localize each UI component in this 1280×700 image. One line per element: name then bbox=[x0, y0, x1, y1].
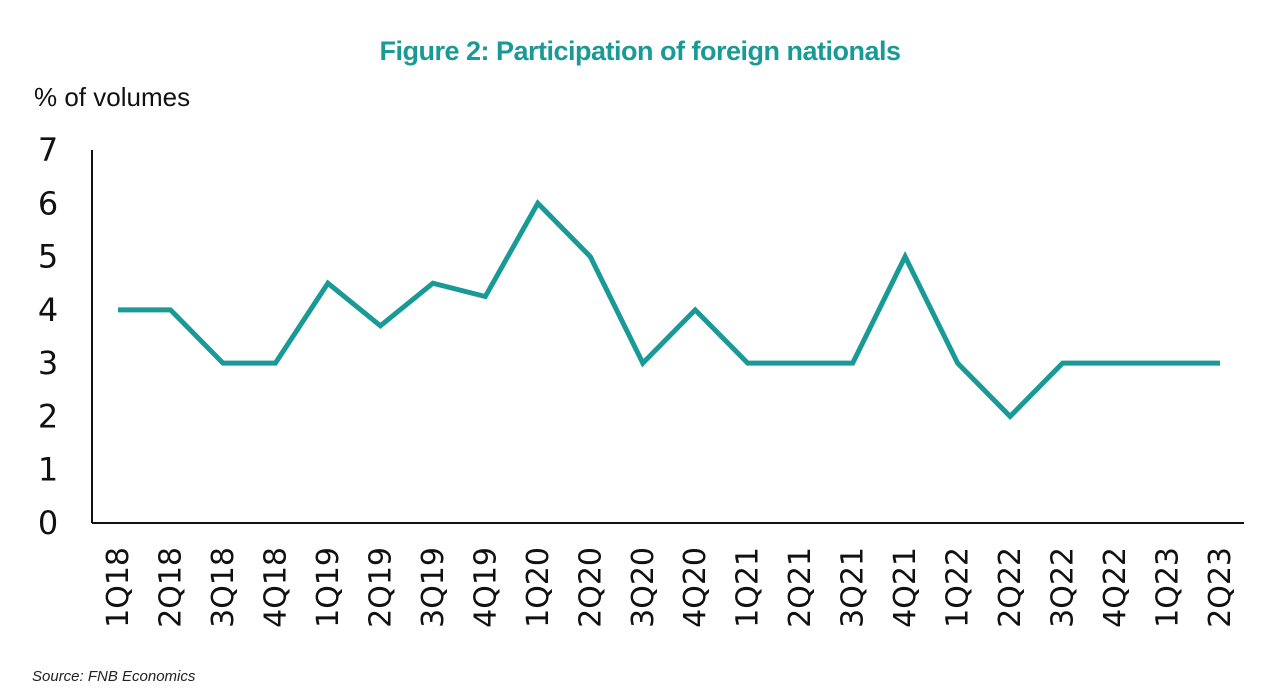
x-tick-label: 2Q19 bbox=[363, 547, 398, 628]
y-tick-label: 4 bbox=[38, 291, 58, 329]
x-tick-label: 3Q22 bbox=[1046, 547, 1081, 628]
x-tick-label: 4Q18 bbox=[258, 547, 293, 628]
x-tick-label: 4Q22 bbox=[1098, 547, 1133, 628]
x-tick-label: 3Q20 bbox=[626, 547, 661, 628]
x-tick-label: 3Q19 bbox=[416, 547, 451, 628]
x-tick-label: 1Q21 bbox=[731, 547, 766, 628]
y-tick-label: 6 bbox=[38, 184, 58, 222]
x-tick-label: 1Q23 bbox=[1151, 547, 1186, 628]
x-tick-label: 1Q22 bbox=[941, 547, 976, 628]
x-tick-label: 2Q21 bbox=[783, 547, 818, 628]
x-tick-label: 2Q23 bbox=[1203, 547, 1238, 628]
y-tick-label: 7 bbox=[38, 131, 58, 169]
x-tick-label: 1Q20 bbox=[521, 547, 556, 628]
x-tick-label: 4Q20 bbox=[678, 547, 713, 628]
y-tick-label: 5 bbox=[38, 238, 58, 276]
x-tick-label: 3Q18 bbox=[206, 547, 241, 628]
y-tick-label: 2 bbox=[38, 397, 58, 435]
y-tick-label: 3 bbox=[38, 344, 58, 382]
x-tick-label: 1Q19 bbox=[311, 547, 346, 628]
chart-title: Figure 2: Participation of foreign natio… bbox=[379, 36, 901, 66]
x-tick-label: 2Q22 bbox=[993, 547, 1028, 628]
y-tick-label: 1 bbox=[38, 451, 58, 489]
chart-axes bbox=[91, 150, 1244, 524]
series-lines bbox=[118, 199, 1220, 420]
y-tick-label: 0 bbox=[38, 504, 58, 542]
y-axis-label: % of volumes bbox=[34, 82, 191, 112]
x-tick-label: 3Q21 bbox=[836, 547, 871, 628]
x-tick-label: 4Q21 bbox=[888, 547, 923, 628]
x-tick-label: 2Q20 bbox=[573, 547, 608, 628]
x-tick-labels: 1Q18 2Q18 3Q18 4Q18 1Q19 2Q19 3Q19 4Q19 1Q20 2Q20… bbox=[101, 547, 1238, 628]
y-tick-labels: 0 1 2 3 4 5 6 7 bbox=[38, 131, 58, 542]
x-tick-label: 4Q19 bbox=[468, 547, 503, 628]
x-tick-label: 1Q18 bbox=[101, 547, 136, 628]
x-tick-label: 2Q18 bbox=[153, 547, 188, 628]
series-line bbox=[118, 199, 1220, 420]
source-note: Source: FNB Economics bbox=[32, 668, 196, 685]
